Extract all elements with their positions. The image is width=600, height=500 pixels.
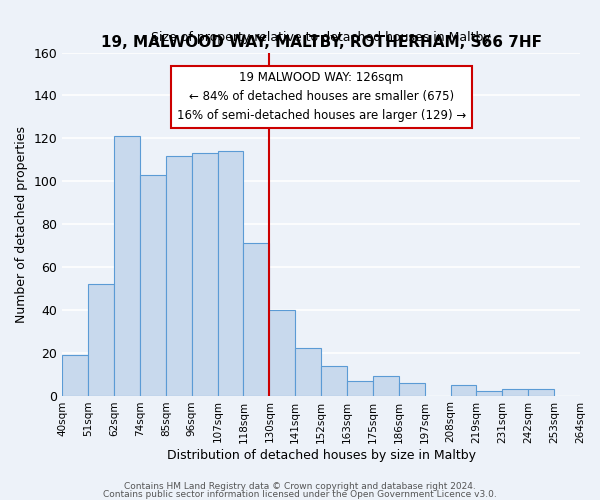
Bar [218, 151, 244, 396]
Text: 19 MALWOOD WAY: 126sqm
← 84% of detached houses are smaller (675)
16% of semi-de: 19 MALWOOD WAY: 126sqm ← 84% of detached… [176, 72, 466, 122]
Bar [347, 380, 373, 396]
Bar [140, 175, 166, 396]
Bar [373, 376, 399, 396]
Bar [88, 284, 114, 396]
Bar [321, 366, 347, 396]
Bar [451, 385, 476, 396]
Bar [166, 156, 192, 396]
Bar [114, 136, 140, 396]
Title: 19, MALWOOD WAY, MALTBY, ROTHERHAM, S66 7HF: 19, MALWOOD WAY, MALTBY, ROTHERHAM, S66 … [101, 35, 542, 50]
Text: Contains public sector information licensed under the Open Government Licence v3: Contains public sector information licen… [103, 490, 497, 499]
X-axis label: Distribution of detached houses by size in Maltby: Distribution of detached houses by size … [167, 450, 476, 462]
Bar [62, 355, 88, 396]
Bar [528, 389, 554, 396]
Bar [192, 154, 218, 396]
Bar [295, 348, 321, 396]
Bar [244, 244, 269, 396]
Bar [269, 310, 295, 396]
Text: Contains HM Land Registry data © Crown copyright and database right 2024.: Contains HM Land Registry data © Crown c… [124, 482, 476, 491]
Y-axis label: Number of detached properties: Number of detached properties [15, 126, 28, 322]
Bar [399, 382, 425, 396]
Bar [476, 392, 502, 396]
Text: Size of property relative to detached houses in Maltby: Size of property relative to detached ho… [151, 31, 491, 44]
Bar [502, 389, 528, 396]
